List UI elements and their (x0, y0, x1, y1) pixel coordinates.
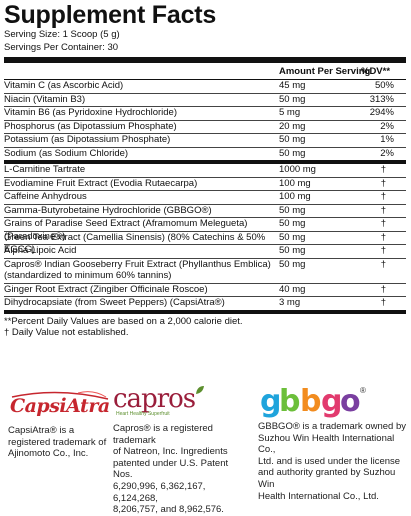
ingredient-row: Green Tea Extract (Camellia Sinensis) (8… (4, 232, 406, 255)
column-header: Amount Per Serving %DV** (4, 63, 406, 80)
ingredient-row: Grains of Paradise Seed Extract (Aframom… (4, 218, 406, 242)
gbbgo-block: g b b g o ® GBBGO® is a trademark owned … (258, 383, 408, 502)
gbbgo-logo: g b b g o ® (258, 383, 408, 421)
vitamin-row: Sodium (as Sodium Chloride) 50 mg 2% (4, 147, 394, 159)
svg-text:g: g (321, 384, 342, 419)
ingredient-row: Alpha Lipoic Acid 50 mg † (4, 245, 406, 259)
panel-title: Supplement Facts (4, 1, 217, 29)
ingredient-row: Capros® Indian Gooseberry Fruit Extract … (4, 259, 406, 284)
svg-text:®: ® (360, 386, 366, 395)
ingredient-row: Ginger Root Extract (Zingiber Officinale… (4, 284, 406, 297)
capros-logo: capros (113, 385, 248, 413)
ingredient-row: Gamma-Butyrobetaine Hydrochloride (GBBGO… (4, 205, 406, 218)
vitamin-row: Potassium (as Dipotassium Phosphate) 50 m… (4, 134, 406, 148)
servings-per-container: Servings Per Container: 30 (4, 41, 119, 53)
svg-text:b: b (279, 384, 300, 419)
capsiatra-logo: CapsiAtra (8, 391, 112, 421)
capsiatra-swoosh-icon (11, 391, 109, 400)
bottom-rule (4, 309, 406, 314)
vitamin-row: Vitamin B6 (as Pyridoxine Hydrochloride)… (4, 107, 406, 121)
vitamin-row: Phosphorus (as Dipotassium Phosphate) 20 … (4, 121, 406, 134)
svg-text:o: o (340, 384, 361, 419)
capsiatra-note: CapsiAtra® is a registered trademark of … (8, 425, 107, 460)
capsiatra-block: CapsiAtra CapsiAtra® is a registered tra… (8, 391, 112, 460)
ingredient-row: Dihydrocapsiate (from Sweet Peppers) (Ca… (4, 297, 386, 308)
svg-text:g: g (260, 384, 281, 419)
section-rule (4, 160, 406, 164)
svg-text:b: b (300, 384, 321, 419)
ingredient-row: Evodiamine Fruit Extract (Evodia Rutaeca… (4, 178, 406, 191)
gbbgo-note: GBBGO® is a trademark owned by Suzhou Wi… (258, 421, 406, 502)
capros-note: Capros® is a registered trademark of Nat… (113, 423, 229, 516)
ingredient-row: L-Carnitine Tartrate 1000 mg † (4, 164, 406, 178)
footnote-dv: **Percent Daily Values are based on a 2,… (4, 315, 243, 327)
capros-block: capros Heart Healthy Superfruit Capros® … (113, 385, 248, 516)
ingredient-row: Caffeine Anhydrous 100 mg † (4, 191, 406, 205)
capsiatra-wordmark: CapsiAtra (10, 395, 110, 417)
supplement-facts-panel: Supplement Facts Serving Size: 1 Scoop (… (4, 2, 406, 339)
serving-size: Serving Size: 1 Scoop (5 g) (4, 29, 120, 40)
dv-header: %DV** (361, 66, 391, 77)
amount-header: Amount Per Serving (279, 66, 371, 77)
leaf-icon (196, 386, 205, 394)
capros-tagline: Heart Healthy Superfruit (116, 411, 170, 417)
label-page: Supplement Facts Serving Size: 1 Scoop (… (4, 2, 406, 515)
footnote-dagger: † Daily Value not established. (4, 327, 129, 338)
thick-rule (4, 57, 406, 63)
vitamin-row: Niacin (Vitamin B3) 50 mg 313% (4, 94, 406, 107)
vitamin-row: Vitamin C (as Ascorbic Acid) 45 mg 50% (4, 80, 406, 94)
gbbgo-wordmark-icon: g b b g o ® (260, 384, 366, 419)
